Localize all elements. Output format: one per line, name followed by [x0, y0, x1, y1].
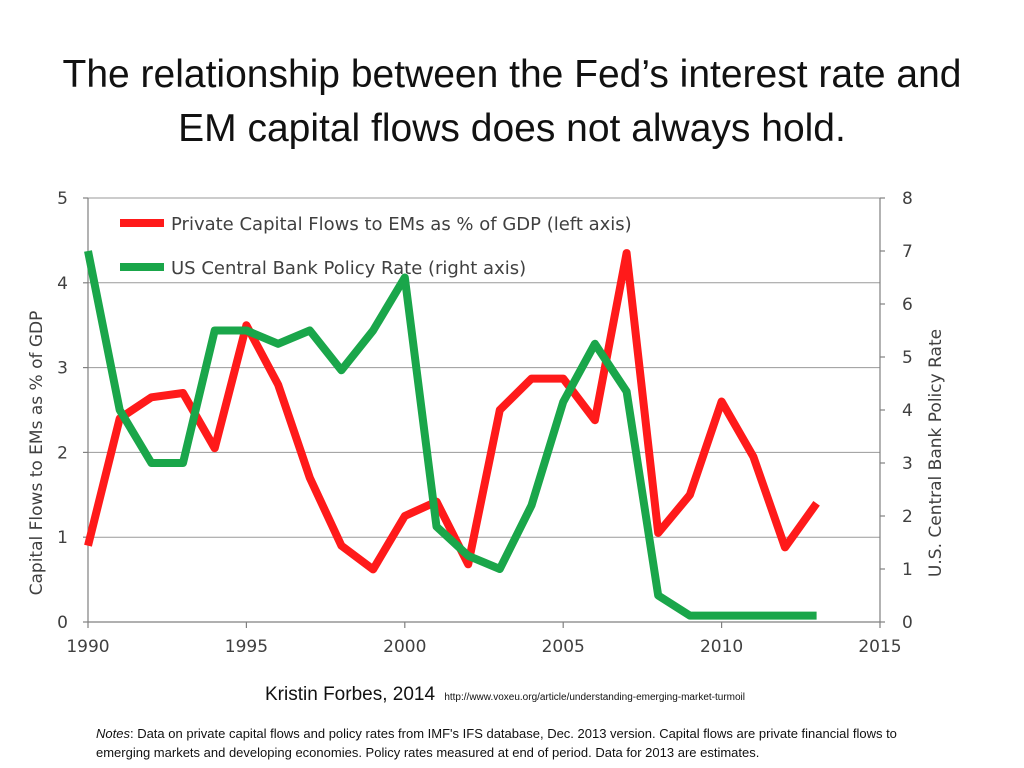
slide-title: The relationship between the Fed’s inter…: [62, 53, 962, 150]
notes: Notes: Data on private capital flows and…: [96, 724, 936, 762]
y-tick-label-right: 5: [902, 348, 913, 368]
legend-label-1: Private Capital Flows to EMs as % of GDP…: [171, 214, 632, 235]
legend: Private Capital Flows to EMs as % of GDP…: [120, 214, 632, 279]
legend-label-2: US Central Bank Policy Rate (right axis): [171, 258, 526, 279]
x-tick-label: 2010: [700, 637, 743, 657]
y-tick-label-right: 7: [902, 242, 913, 262]
y-tick-label-right: 2: [902, 507, 913, 527]
notes-text: : Data on private capital flows and poli…: [96, 726, 897, 760]
y-tick-label-right: 1: [902, 560, 913, 580]
y-tick-label-right: 8: [902, 189, 913, 209]
x-tick-label: 1995: [225, 637, 268, 657]
y-tick-label-right: 3: [902, 454, 913, 474]
y-tick-label-left: 0: [57, 613, 68, 633]
credit-author: Kristin Forbes, 2014: [265, 684, 436, 705]
notes-label: Notes: [96, 726, 130, 741]
data-series: [84, 249, 820, 620]
x-tick-label: 1990: [66, 637, 109, 657]
y-axis-label-right: U.S. Central Bank Policy Rate: [926, 329, 946, 577]
y-tick-label-left: 4: [57, 274, 68, 294]
credit-url[interactable]: http://www.voxeu.org/article/understandi…: [444, 692, 745, 703]
y-tick-label-left: 5: [57, 189, 68, 209]
y-tick-label-right: 4: [902, 401, 913, 421]
x-tick-label: 2015: [858, 637, 901, 657]
y-axis-label-left: Capital Flows to EMs as % of GDP: [27, 311, 47, 596]
y-tick-label-left: 2: [57, 443, 68, 463]
series-line-2: [84, 250, 817, 620]
y-tick-label-right: 0: [902, 613, 913, 633]
y-tick-label-left: 1: [57, 528, 68, 548]
x-tick-label: 2000: [383, 637, 426, 657]
y-tick-label-right: 6: [902, 295, 913, 315]
y-tick-label-left: 3: [57, 359, 68, 379]
series-line-1: [84, 249, 820, 574]
line-chart: 1990 1995 2000 2005 2010 2015012345012345678 …: [27, 189, 946, 657]
x-tick-label: 2005: [542, 637, 585, 657]
credit-line: Kristin Forbes, 2014 http://www.voxeu.or…: [265, 684, 745, 706]
